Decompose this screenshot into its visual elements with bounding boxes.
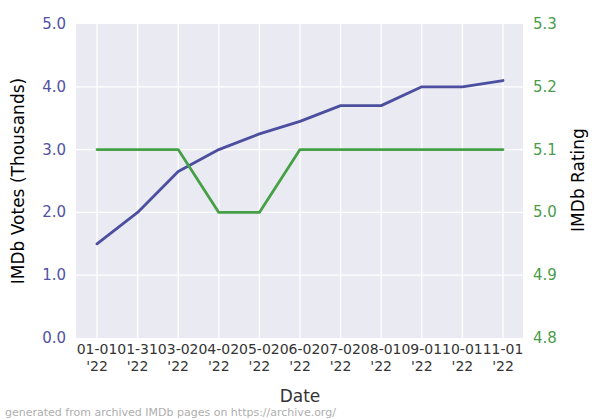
imdb-votes-rating-chart: 0.01.02.03.04.05.0 4.84.95.05.15.25.3 01… [0,0,600,420]
plot-area [0,0,600,420]
caption: generated from archived IMDb pages on ht… [5,406,336,419]
left-axis-label: IMDb Votes (Thousands) [8,78,28,284]
x-axis-label: Date [280,386,321,406]
right-axis-label: IMDb Rating [568,128,588,232]
